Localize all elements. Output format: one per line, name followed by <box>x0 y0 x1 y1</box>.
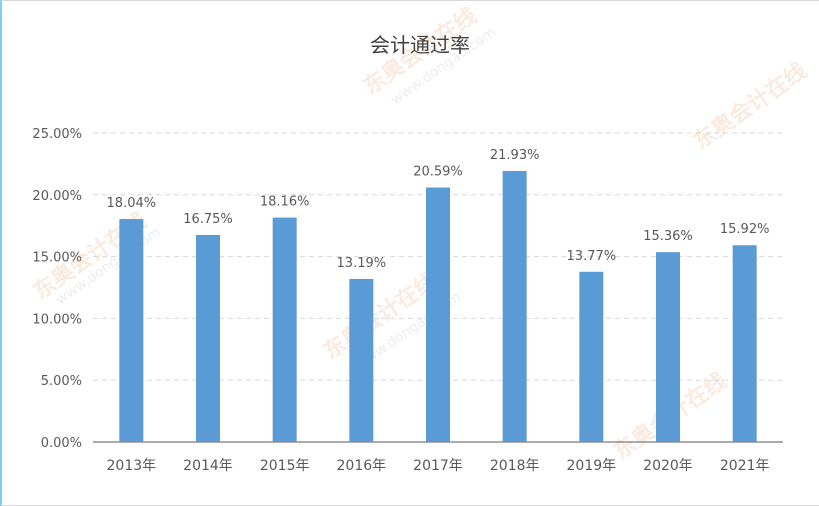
data-label: 13.19% <box>337 256 387 271</box>
data-label: 18.16% <box>260 195 310 210</box>
x-tick-label: 2017年 <box>413 458 463 474</box>
data-label: 20.59% <box>413 165 463 180</box>
data-label: 16.75% <box>183 212 233 227</box>
bar <box>119 219 144 442</box>
y-tick-label: 10.00% <box>32 312 82 327</box>
y-tick-label: 15.00% <box>32 251 82 266</box>
bar <box>349 278 374 442</box>
data-label: 18.04% <box>107 196 157 211</box>
x-tick-label: 2013年 <box>107 458 157 474</box>
bar <box>272 217 297 442</box>
bar <box>196 234 220 442</box>
chart-title: 会计通过率 <box>370 33 470 57</box>
data-label: 21.93% <box>490 148 540 163</box>
data-label: 15.92% <box>720 222 770 237</box>
bar <box>579 271 604 442</box>
watermarks: 东奥会计在线 www.dongao.com 东奥会计在线 东奥会计在线 www.… <box>29 3 812 465</box>
y-tick-label: 5.00% <box>41 374 82 389</box>
data-label: 15.36% <box>643 229 693 244</box>
bar <box>502 170 527 443</box>
x-tick-label: 2016年 <box>337 458 387 474</box>
x-tick-label: 2020年 <box>643 458 693 474</box>
y-tick-label: 0.00% <box>41 436 82 451</box>
x-tick-label: 2021年 <box>720 458 770 474</box>
x-tick-label: 2015年 <box>260 458 310 474</box>
bar <box>426 187 450 442</box>
x-tick-label: 2014年 <box>183 458 233 474</box>
x-tick-label: 2018年 <box>490 458 540 474</box>
y-tick-label: 25.00% <box>32 127 82 142</box>
bar <box>656 252 680 442</box>
x-tick-label: 2019年 <box>567 458 617 474</box>
svg-text:东奥会计在线: 东奥会计在线 <box>689 58 812 155</box>
bar <box>732 245 757 442</box>
data-label: 13.77% <box>567 249 617 264</box>
y-tick-label: 20.00% <box>32 189 82 204</box>
